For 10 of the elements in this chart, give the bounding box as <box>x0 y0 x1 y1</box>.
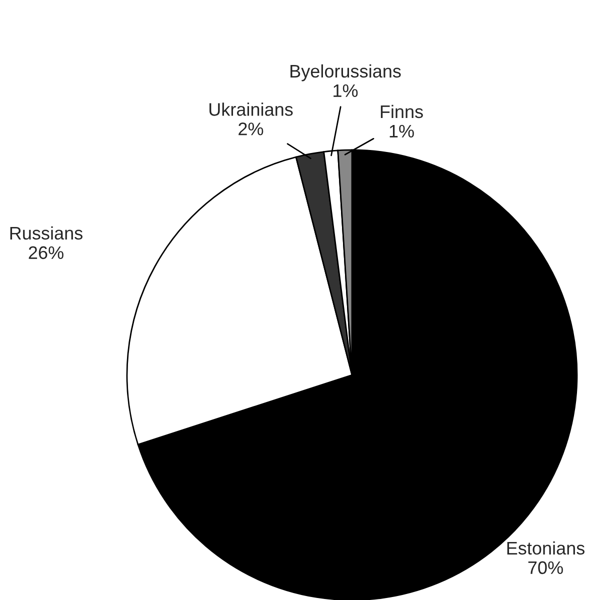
data-label: 2% <box>238 122 264 136</box>
data-label: 1% <box>390 124 414 138</box>
slice-label: Finns <box>380 104 423 118</box>
data-label: 70% <box>528 561 563 574</box>
data-label: 26% <box>28 246 64 260</box>
slice-label: Byelorussians <box>290 64 401 82</box>
slice-label: Ukrainians <box>209 102 293 116</box>
slice-label: Russians <box>10 226 82 240</box>
slice-label: Estonians <box>507 541 584 555</box>
data-label: 1% <box>334 84 358 97</box>
